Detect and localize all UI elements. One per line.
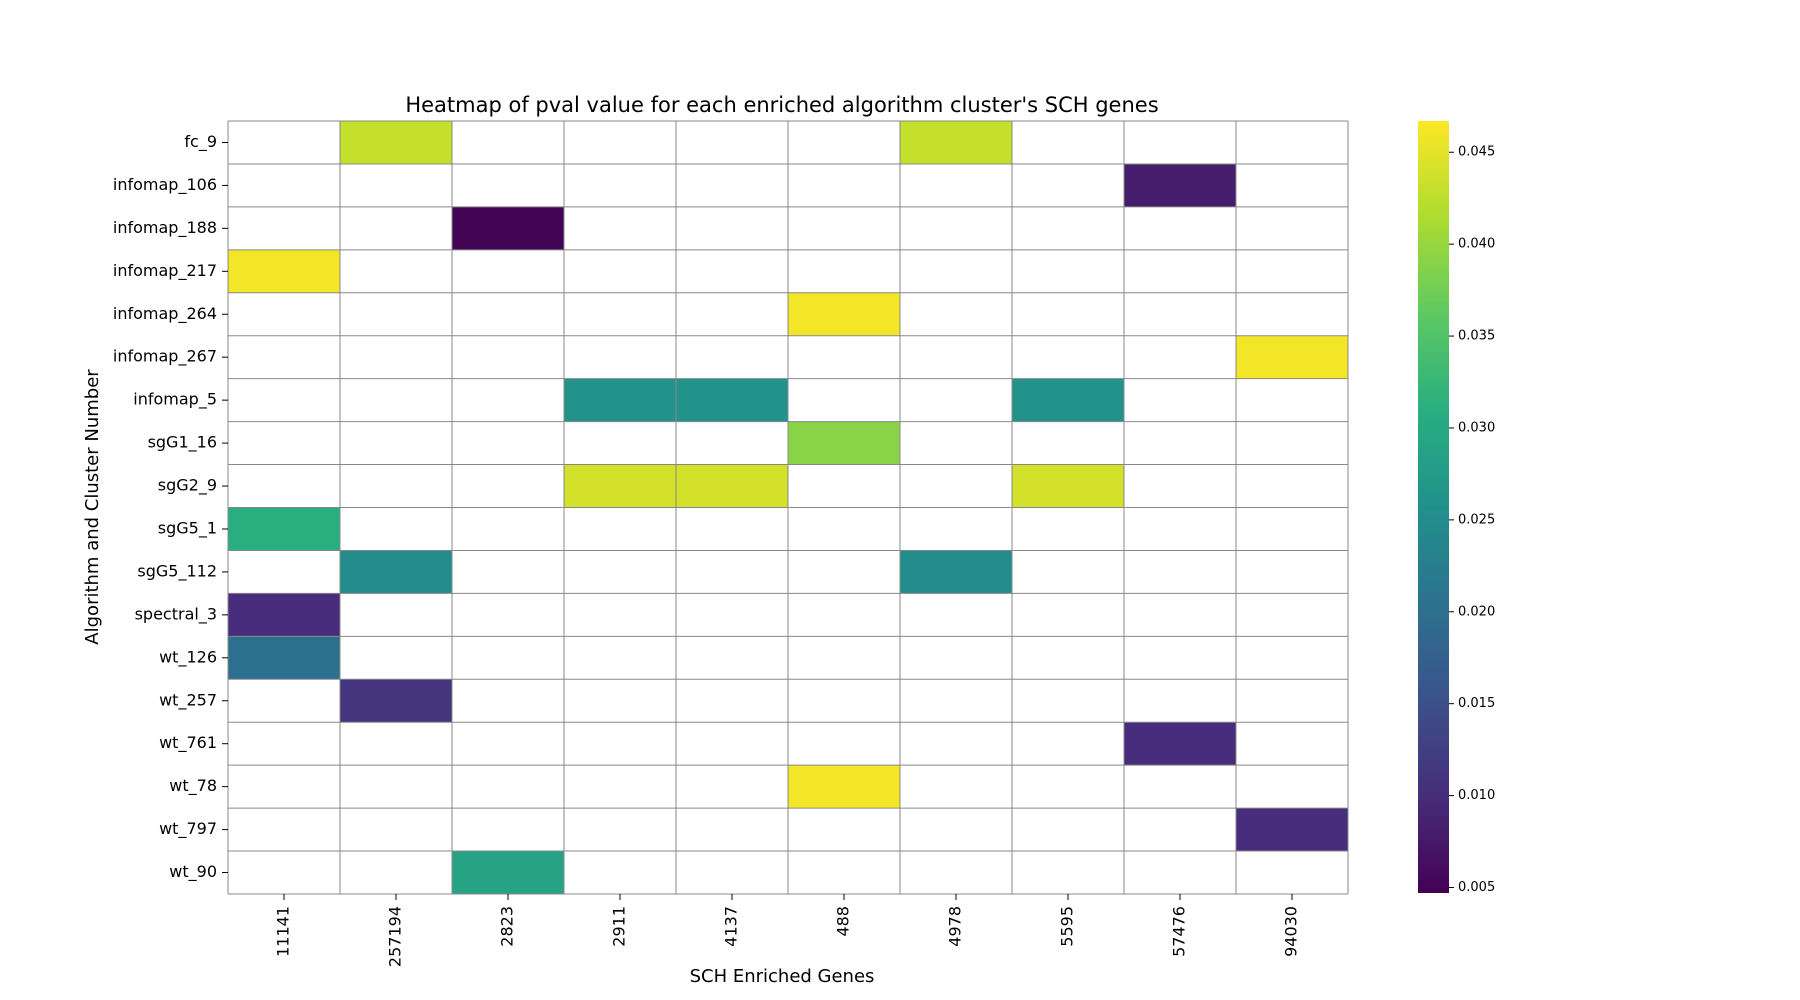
y-tick-label: sgG2_9 (158, 476, 217, 496)
y-tick-label: sgG5_112 (137, 561, 217, 581)
x-tick-label: 2911 (610, 906, 629, 947)
colorbar-tick-label: 0.005 (1458, 880, 1495, 895)
y-tick-label: sgG5_1 (158, 518, 217, 538)
heatmap-cell (228, 593, 340, 637)
heatmap-cell (564, 464, 676, 508)
colorbar-tick-label: 0.025 (1458, 512, 1495, 527)
heatmap-cell (1236, 808, 1348, 852)
colorbar-gradient (1418, 121, 1449, 893)
y-tick-label: wt_126 (159, 647, 217, 667)
y-tick-label: wt_797 (159, 819, 217, 839)
heatmap-cell (228, 507, 340, 551)
chart-title: Heatmap of pval value for each enriched … (405, 93, 1158, 117)
colorbar-tick-label: 0.015 (1458, 696, 1495, 711)
heatmap-cell (1124, 163, 1236, 207)
heatmap-cell (788, 292, 900, 336)
heatmap-cell (1012, 378, 1124, 422)
heatmap-cell (452, 851, 564, 894)
y-tick-label: spectral_3 (135, 604, 217, 624)
heatmap-cell (676, 464, 788, 508)
y-tick-label: infomap_106 (113, 175, 217, 195)
x-axis-label: SCH Enriched Genes (690, 966, 875, 987)
colorbar-tick-label: 0.030 (1458, 420, 1495, 435)
y-tick-label: infomap_5 (133, 390, 217, 410)
x-axis: 11141 257194 2823 2911 4137 488 4978 5595 57476 9… (274, 894, 1301, 967)
y-tick-label: wt_78 (169, 776, 217, 796)
heatmap-cell (340, 679, 452, 723)
heatmap-cell (1124, 722, 1236, 766)
colorbar-tick-label: 0.045 (1458, 145, 1495, 160)
x-tick-label: 2823 (498, 906, 517, 947)
y-tick-label: wt_761 (159, 733, 217, 753)
y-tick-label: fc_9 (184, 132, 217, 152)
colorbar-tick-label: 0.035 (1458, 329, 1495, 344)
x-tick-label: 488 (834, 906, 853, 937)
colorbar-ticks: 0.005 0.010 0.015 0.020 0.025 0.030 0.035 0.040… (1449, 145, 1495, 895)
heatmap-cell (340, 121, 452, 164)
y-tick-label: sgG1_16 (148, 433, 217, 453)
colorbar-tick-label: 0.040 (1458, 237, 1495, 252)
heatmap-cell (452, 206, 564, 250)
x-tick-label: 5595 (1058, 906, 1077, 947)
y-tick-label: infomap_267 (113, 347, 217, 367)
heatmap-cell (1012, 464, 1124, 508)
heatmap-cell (900, 121, 1012, 164)
heatmap-cell (788, 765, 900, 809)
heatmap-cell (900, 550, 1012, 594)
heatmap-cell (676, 378, 788, 422)
x-tick-label: 57476 (1170, 906, 1189, 957)
y-tick-label: infomap_217 (113, 261, 217, 281)
y-tick-label: wt_90 (169, 862, 217, 882)
heatmap-gridlines (227, 120, 1349, 895)
heatmap-cell (228, 249, 340, 293)
colorbar (1418, 121, 1449, 893)
y-axis: fc_9 infomap_106 infomap_188 infomap_217inf… (113, 132, 228, 882)
x-tick-label: 257194 (386, 906, 405, 967)
heatmap-cell (1236, 335, 1348, 379)
colorbar-tick-label: 0.010 (1458, 788, 1495, 803)
y-tick-label: infomap_264 (113, 304, 217, 324)
y-tick-label: infomap_188 (113, 218, 217, 238)
x-tick-label: 4978 (946, 906, 965, 947)
x-tick-label: 94030 (1282, 906, 1301, 957)
heatmap-cell (788, 421, 900, 465)
y-tick-label: wt_257 (159, 690, 217, 710)
heatmap-cell (228, 636, 340, 680)
heatmap-cells (228, 121, 1348, 894)
x-tick-label: 4137 (722, 906, 741, 947)
heatmap-cell (564, 378, 676, 422)
heatmap-cell (340, 550, 452, 594)
colorbar-tick-label: 0.020 (1458, 604, 1495, 619)
y-axis-label: Algorithm and Cluster Number (82, 369, 103, 645)
x-tick-label: 11141 (274, 906, 293, 957)
